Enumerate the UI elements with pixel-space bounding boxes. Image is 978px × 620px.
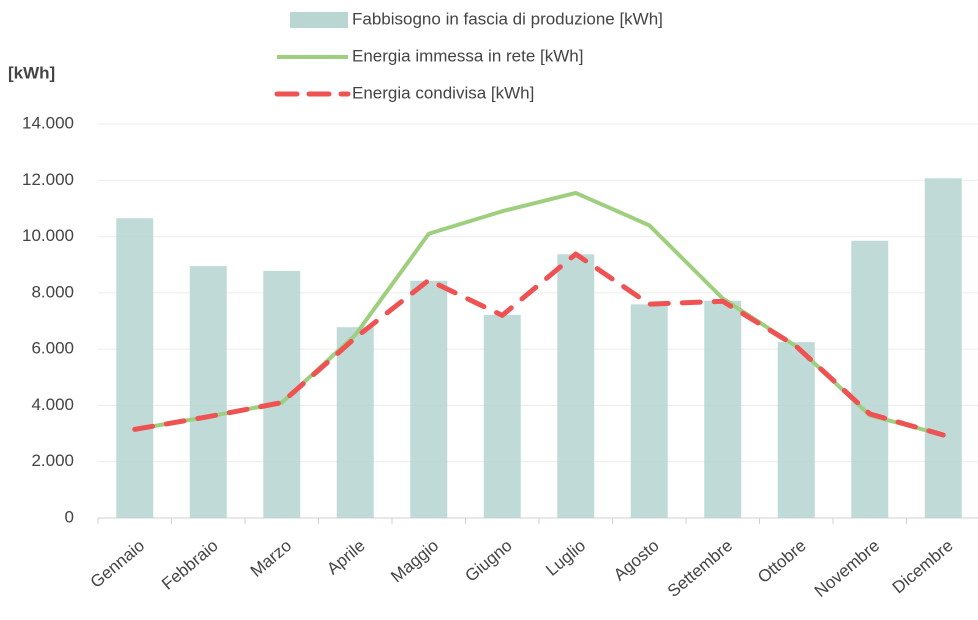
x-tick-label: Dicembre [889, 536, 957, 597]
y-tick-label: 4.000 [31, 395, 74, 414]
y-tick-label: 8.000 [31, 282, 74, 301]
x-tick-label: Giugno [461, 536, 515, 586]
x-tick-label: Settembre [664, 536, 736, 601]
x-tick-label: Ottobre [754, 536, 810, 587]
bar [925, 178, 962, 518]
y-tick-label: 12.000 [22, 170, 74, 189]
y-tick-label: 14.000 [22, 113, 74, 132]
x-tick-label: Gennaio [87, 536, 148, 592]
y-tick-label: 6.000 [31, 339, 74, 358]
page: {"chart_data": {"type": "bar-line", "y_l… [0, 0, 978, 620]
bar [190, 266, 227, 518]
x-tick-label: Febbraio [158, 536, 222, 594]
bar [851, 241, 888, 518]
bar [116, 218, 153, 518]
x-tick-label: Luglio [542, 536, 589, 580]
bar [484, 315, 521, 518]
bar [410, 281, 447, 518]
bar [778, 342, 815, 518]
y-axis-title: [kWh] [8, 63, 55, 82]
x-tick-label: Agosto [610, 536, 663, 585]
x-tick-label: Aprile [323, 536, 369, 578]
x-tick-label: Marzo [247, 536, 295, 581]
x-tick-label: Novembre [811, 536, 883, 601]
bar [337, 327, 374, 518]
y-tick-label: 2.000 [31, 451, 74, 470]
bar [631, 304, 668, 518]
legend-swatch [290, 12, 348, 28]
x-tick-label: Maggio [387, 536, 442, 586]
legend-label: Fabbisogno in fascia di produzione [kWh] [352, 9, 663, 28]
legend-label: Energia immessa in rete [kWh] [352, 46, 583, 65]
y-tick-label: 0 [65, 507, 74, 526]
y-tick-label: 10.000 [22, 226, 74, 245]
legend-label: Energia condivisa [kWh] [352, 83, 534, 102]
line [135, 193, 944, 435]
chart: [kWh] 0 2.000 4.000 6.000 8.000 10.000 12.000 1… [0, 0, 978, 620]
bar [704, 301, 741, 518]
bar [557, 254, 594, 518]
